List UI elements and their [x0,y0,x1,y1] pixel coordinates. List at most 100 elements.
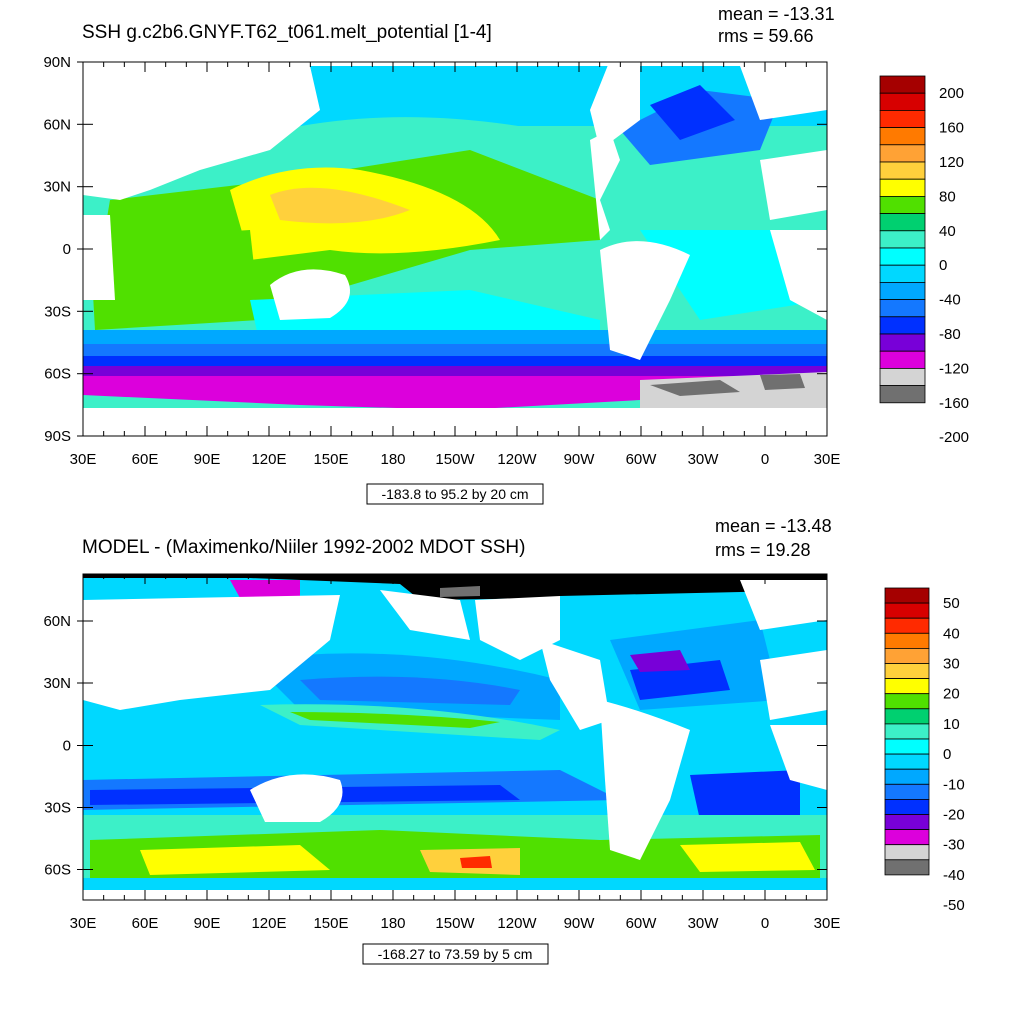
y-tick-label: 30N [43,675,71,692]
y-tick-label: 90N [43,54,71,71]
colorbar-swatch [884,829,930,846]
colorbar-label: 160 [939,120,964,137]
x-tick-label: 180 [380,915,405,932]
top-contour-info-box [366,483,544,505]
colorbar-label: 40 [943,625,960,642]
x-tick-label: 90W [564,915,596,932]
x-tick-label: 180 [380,451,405,468]
y-tick-label: 0 [63,738,71,755]
colorbar-label: 120 [939,154,964,171]
colorbar-label: 200 [939,85,964,102]
colorbar-swatch [884,814,930,831]
bottom-panel-title: MODEL - (Maximenko/Niiler 1992-2002 MDOT… [82,537,525,558]
top-mean-label: mean = -13.31 [718,4,835,24]
colorbar-swatch [884,738,930,755]
top-panel-title: SSH g.c2b6.GNYF.T62_t061.melt_potential … [82,22,492,43]
y-tick-label: 60N [43,116,71,133]
colorbar-label: -200 [939,429,969,446]
colorbar-label: -10 [943,776,965,793]
x-tick-label: 120E [251,915,286,932]
colorbar-label: 80 [939,188,956,205]
x-tick-label: 150W [435,451,475,468]
colorbar-swatch [879,110,926,129]
colorbar-label: 0 [943,746,951,763]
bottom-contour-info: -168.27 to 73.59 by 5 cm [378,946,533,962]
x-tick-label: 150W [435,915,475,932]
y-tick-label: 60N [43,613,71,630]
colorbar-swatch [879,350,926,369]
colorbar-swatch [879,127,926,146]
bottom-axis-ticks: 30E 60E 90E 120E 150E 180 150W 120W 90W 60W 30W 0 30… [43,574,840,932]
colorbar-swatch [879,195,926,214]
colorbar-label: -120 [939,360,969,377]
colorbar-swatch [884,587,930,604]
colorbar-swatch [879,247,926,266]
top-colorbar: 200 160 120 80 40 0 -40 -80 -120 -160 -200 [879,75,969,446]
colorbar-swatch [884,783,930,800]
y-tick-label: 30S [44,303,71,320]
colorbar-swatch [879,230,926,249]
top-map-field [83,60,827,436]
colorbar-label: 50 [943,595,960,612]
colorbar-label: -40 [943,867,965,884]
x-tick-label: 0 [761,915,769,932]
colorbar-swatch [879,92,926,111]
y-tick-label: 30S [44,800,71,817]
x-tick-label: 120E [251,451,286,468]
y-tick-label: 0 [63,241,71,258]
colorbar-swatch [879,178,926,197]
colorbar-swatch [884,859,930,876]
colorbar-swatch [884,632,930,649]
x-tick-label: 120W [497,915,537,932]
top-axis-ticks: 30E 60E 90E 120E 150E 180 150W 120W 90W 60W 30W 0 30… [43,54,840,468]
x-tick-label: 90E [194,915,221,932]
x-tick-label: 30E [814,915,841,932]
colorbar-swatch [884,768,930,785]
x-tick-label: 30W [688,915,720,932]
colorbar-swatch [879,385,926,404]
colorbar-swatch [879,144,926,163]
colorbar-swatch [884,648,930,664]
colorbar-swatch [884,678,930,695]
colorbar-swatch [879,281,926,300]
colorbar-swatch [879,316,926,335]
x-tick-label: 30W [688,451,720,468]
colorbar-label: -20 [943,807,965,824]
colorbar-swatch [884,753,930,770]
colorbar-label: 30 [943,656,960,673]
y-tick-label: 30N [43,179,71,196]
x-tick-label: 60W [626,915,658,932]
colorbar-label: 10 [943,716,960,733]
bottom-mean-label: mean = -13.48 [715,516,832,536]
x-tick-label: 60W [626,451,658,468]
colorbar-swatch [884,844,930,861]
colorbar-swatch [884,708,930,725]
colorbar-swatch [884,663,930,680]
bottom-map-field [83,574,827,900]
x-tick-label: 0 [761,451,769,468]
colorbar-swatch [879,299,926,318]
x-tick-label: 120W [497,451,537,468]
colorbar-label: -30 [943,837,965,854]
colorbar-swatch [879,213,926,232]
y-tick-label: 90S [44,428,71,445]
x-tick-label: 150E [313,915,348,932]
colorbar-label: -40 [939,292,961,309]
colorbar-label: 0 [939,257,947,274]
top-rms-label: rms = 59.66 [718,26,814,46]
bottom-colorbar: 50 40 30 20 10 0 -10 -20 -30 -40 -50 [884,587,965,914]
x-tick-label: 30E [70,451,97,468]
x-tick-label: 150E [313,451,348,468]
colorbar-swatch [884,602,930,619]
colorbar-label: 40 [939,223,956,240]
x-tick-label: 60E [132,451,159,468]
colorbar-label: -50 [943,897,965,914]
colorbar-label: 20 [943,686,960,703]
bottom-contour-info-box [362,943,549,965]
colorbar-swatch [879,75,926,94]
colorbar-swatch [879,333,926,352]
x-tick-label: 30E [70,915,97,932]
y-tick-label: 60S [44,862,71,879]
colorbar-swatch [884,723,930,740]
